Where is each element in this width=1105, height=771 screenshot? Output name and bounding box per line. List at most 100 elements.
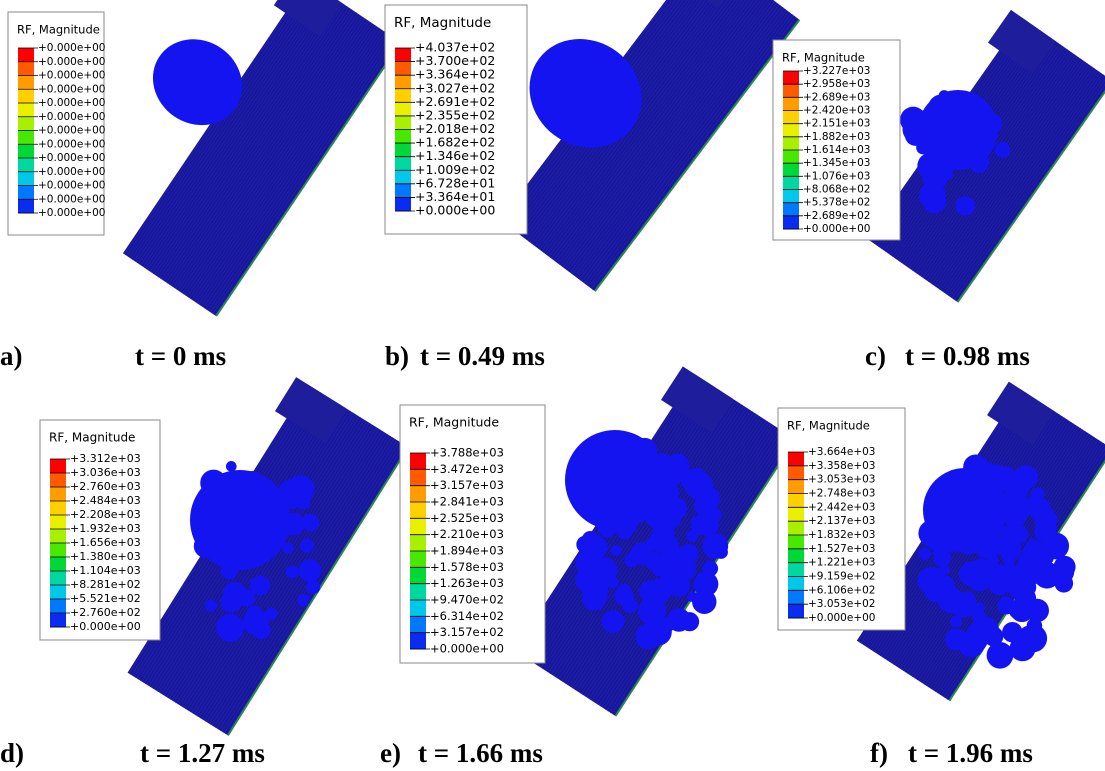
legend-color-band <box>788 466 804 480</box>
debris <box>702 561 718 577</box>
debris <box>981 113 1003 135</box>
legend-label: +2.420e+03 <box>803 105 870 117</box>
legend-label: +3.472e+03 <box>430 462 504 476</box>
panel-time: t = 1.66 ms <box>418 738 543 768</box>
debris <box>286 566 299 579</box>
debris <box>585 470 609 494</box>
legend-label: +9.470e+02 <box>430 593 504 607</box>
panel-letter: e) <box>380 738 401 768</box>
legend-title: RF, Magnitude <box>782 51 865 65</box>
debris <box>1010 471 1021 482</box>
legend-color-band <box>410 486 426 503</box>
legend-color-band <box>410 600 426 617</box>
legend-color-band <box>50 557 66 572</box>
debris <box>967 631 987 651</box>
legend-label: +1.345e+03 <box>803 157 870 169</box>
legend-label: +3.788e+03 <box>430 446 504 460</box>
figure: RF, Magnitude +0.000e+00 +0.000e+00 +0.000e… <box>0 0 1105 771</box>
panel-time: t = 1.96 ms <box>908 738 1033 768</box>
legend-color-band <box>783 216 799 230</box>
legend-label: +0.000e+00 <box>38 56 105 68</box>
debris <box>969 153 989 173</box>
legend-label: +2.137e+03 <box>808 515 875 527</box>
debris <box>639 580 660 601</box>
legend-color-band <box>410 469 426 486</box>
debris <box>306 580 320 594</box>
debris <box>667 608 691 632</box>
panel: RF, Magnitude+3.788e+03+3.472e+03+3.157e… <box>380 366 795 768</box>
debris <box>300 539 314 553</box>
legend-color-band <box>18 131 34 145</box>
legend-color-band <box>18 186 34 200</box>
panel-time: t = 0 ms <box>135 341 226 371</box>
legend-color-band <box>395 75 411 89</box>
legend-label: +1.263e+03 <box>430 576 504 590</box>
panel-time: t = 0.98 ms <box>905 341 1030 371</box>
panel: RF, Magnitude+4.037e+02+3.700e+02+3.364e… <box>385 0 799 371</box>
legend-color-band <box>50 571 66 586</box>
legend-color-band <box>50 599 66 614</box>
legend-color-band <box>783 137 799 151</box>
legend-color-band <box>783 97 799 111</box>
debris <box>903 117 929 143</box>
debris <box>602 563 615 576</box>
debris <box>690 468 705 483</box>
legend-label: +0.000e+00 <box>38 166 105 178</box>
legend-label: +0.000e+00 <box>38 70 105 82</box>
legend-label: +8.068e+02 <box>803 184 870 196</box>
legend-label: +1.076e+03 <box>803 170 870 182</box>
legend-label: +9.159e+02 <box>808 571 875 583</box>
legend-label: +1.656e+03 <box>70 536 141 549</box>
pipe <box>489 0 799 291</box>
debris <box>939 564 949 574</box>
debris <box>919 182 946 209</box>
legend-color-band <box>783 124 799 138</box>
legend-label: +0.000e+00 <box>38 97 105 109</box>
legend-title: RF, Magnitude <box>394 15 491 31</box>
legend-color-band <box>395 89 411 103</box>
legend-color-band <box>50 515 66 530</box>
legend-color-band <box>395 197 411 211</box>
legend-color-band <box>18 48 34 62</box>
legend-label: +2.958e+03 <box>803 78 870 90</box>
legend-label: +0.000e+00 <box>415 203 495 218</box>
legend-color-band <box>18 117 34 131</box>
panel-letter: a) <box>0 341 23 371</box>
debris <box>658 557 669 568</box>
legend-color-band <box>18 103 34 117</box>
legend-color-band <box>788 535 804 549</box>
debris <box>223 582 247 606</box>
panel-letter: b) <box>385 341 409 371</box>
debris <box>622 597 637 612</box>
legend-color-band <box>410 551 426 568</box>
legend-color-band <box>410 567 426 584</box>
debris <box>628 513 639 524</box>
legend-color-band <box>410 584 426 601</box>
debris <box>918 548 931 561</box>
panel: RF, Magnitude+3.664e+03+3.358e+03+3.053e… <box>778 382 1105 768</box>
legend-color-band <box>18 158 34 172</box>
debris <box>582 586 606 610</box>
debris <box>666 454 690 478</box>
panel-letter: d) <box>0 738 24 768</box>
legend-label: +1.882e+03 <box>803 131 870 143</box>
panel-time: t = 1.27 ms <box>140 738 265 768</box>
pipe-body <box>501 0 800 291</box>
legend-color-band <box>50 585 66 600</box>
debris <box>265 607 277 619</box>
legend-label: +2.841e+03 <box>430 495 504 509</box>
debris <box>1021 498 1031 508</box>
legend-label: +6.106e+02 <box>808 584 875 596</box>
legend-color-band <box>395 184 411 198</box>
debris <box>575 551 598 574</box>
debris <box>264 508 291 535</box>
legend-label: +1.221e+03 <box>808 557 875 569</box>
legend-color-band <box>788 452 804 466</box>
debris <box>917 152 944 179</box>
legend-title: RF, Magnitude <box>787 419 870 433</box>
legend-color-band <box>395 102 411 116</box>
legend-color-band <box>410 502 426 519</box>
legend-title: RF, Magnitude <box>49 431 135 445</box>
debris <box>636 624 662 650</box>
legend-color-band <box>783 111 799 125</box>
